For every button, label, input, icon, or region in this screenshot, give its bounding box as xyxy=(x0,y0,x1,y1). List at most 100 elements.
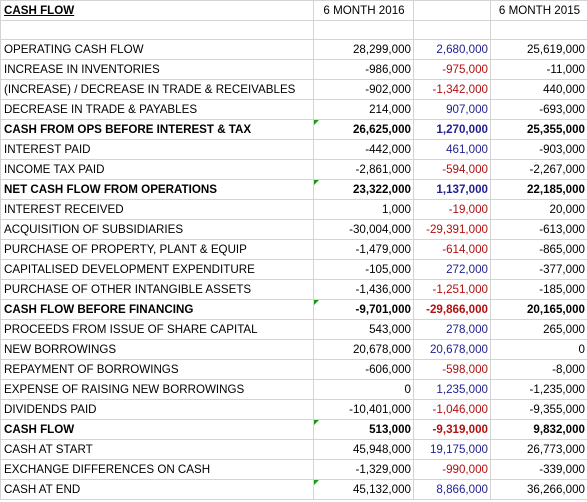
empty-cell[interactable] xyxy=(413,20,491,40)
difference-cell[interactable]: 19,175,000 xyxy=(413,439,491,460)
value-2016-cell[interactable]: -986,000 xyxy=(313,59,414,80)
value-2016-cell[interactable]: 0 xyxy=(313,379,414,400)
difference-cell[interactable]: -1,046,000 xyxy=(413,399,491,420)
row-label-cell[interactable]: REPAYMENT OF BORROWINGS xyxy=(0,359,314,380)
value-2015-cell[interactable]: -377,000 xyxy=(490,259,587,280)
empty-cell[interactable] xyxy=(490,20,587,40)
value-2015-cell[interactable]: 9,832,000 xyxy=(490,419,587,440)
difference-cell[interactable]: 20,678,000 xyxy=(413,339,491,360)
value-2015-cell[interactable]: 25,355,000 xyxy=(490,119,587,140)
value-2015-cell[interactable]: -339,000 xyxy=(490,459,587,480)
value-2015-cell[interactable]: 440,000 xyxy=(490,79,587,100)
value-2016-cell[interactable]: 45,132,000 xyxy=(313,479,414,500)
row-label-cell[interactable]: CASH AT END xyxy=(0,479,314,500)
value-2016-cell[interactable]: 214,000 xyxy=(313,99,414,120)
value-2015-cell[interactable]: 0 xyxy=(490,339,587,360)
difference-cell[interactable]: 461,000 xyxy=(413,139,491,160)
difference-cell[interactable]: 278,000 xyxy=(413,319,491,340)
difference-cell[interactable]: -1,342,000 xyxy=(413,79,491,100)
row-label-cell[interactable]: EXCHANGE DIFFERENCES ON CASH xyxy=(0,459,314,480)
value-2016-cell[interactable]: 23,322,000 xyxy=(313,179,414,200)
value-2015-cell[interactable]: 20,165,000 xyxy=(490,299,587,320)
difference-cell[interactable]: 8,866,000 xyxy=(413,479,491,500)
difference-cell[interactable]: -9,319,000 xyxy=(413,419,491,440)
row-label-cell[interactable]: DECREASE IN TRADE & PAYABLES xyxy=(0,99,314,120)
value-2015-cell[interactable]: -903,000 xyxy=(490,139,587,160)
row-label-cell[interactable]: PURCHASE OF PROPERTY, PLANT & EQUIP xyxy=(0,239,314,260)
value-2015-cell[interactable]: -865,000 xyxy=(490,239,587,260)
difference-cell[interactable]: -594,000 xyxy=(413,159,491,180)
value-2015-cell[interactable]: 25,619,000 xyxy=(490,39,587,60)
row-label-cell[interactable]: EXPENSE OF RAISING NEW BORROWINGS xyxy=(0,379,314,400)
value-2016-cell[interactable]: 26,625,000 xyxy=(313,119,414,140)
value-2015-cell[interactable]: -693,000 xyxy=(490,99,587,120)
value-2016-cell[interactable]: -105,000 xyxy=(313,259,414,280)
value-2015-cell[interactable]: -11,000 xyxy=(490,59,587,80)
row-label-cell[interactable]: CASH AT START xyxy=(0,439,314,460)
row-label-cell[interactable]: CASH FROM OPS BEFORE INTEREST & TAX xyxy=(0,119,314,140)
value-2015-cell[interactable]: -9,355,000 xyxy=(490,399,587,420)
value-2016-cell[interactable]: 543,000 xyxy=(313,319,414,340)
value-2015-cell[interactable]: 36,266,000 xyxy=(490,479,587,500)
difference-cell[interactable]: -990,000 xyxy=(413,459,491,480)
difference-cell[interactable]: 1,235,000 xyxy=(413,379,491,400)
column-header-2016[interactable]: 6 MONTH 2016 xyxy=(313,0,414,21)
value-2016-cell[interactable]: -9,701,000 xyxy=(313,299,414,320)
empty-cell[interactable] xyxy=(0,20,314,40)
row-label-cell[interactable]: INTEREST PAID xyxy=(0,139,314,160)
difference-cell[interactable]: 907,000 xyxy=(413,99,491,120)
row-label-cell[interactable]: NEW BORROWINGS xyxy=(0,339,314,360)
difference-cell[interactable]: -614,000 xyxy=(413,239,491,260)
value-2016-cell[interactable]: -1,436,000 xyxy=(313,279,414,300)
row-label-cell[interactable]: CAPITALISED DEVELOPMENT EXPENDITURE xyxy=(0,259,314,280)
row-label-cell[interactable]: NET CASH FLOW FROM OPERATIONS xyxy=(0,179,314,200)
sheet-title[interactable]: CASH FLOW xyxy=(0,0,314,21)
difference-cell[interactable]: 2,680,000 xyxy=(413,39,491,60)
column-header-2015[interactable]: 6 MONTH 2015 xyxy=(490,0,587,21)
difference-cell[interactable]: -975,000 xyxy=(413,59,491,80)
row-label-cell[interactable]: (INCREASE) / DECREASE IN TRADE & RECEIVA… xyxy=(0,79,314,100)
difference-cell[interactable]: -29,391,000 xyxy=(413,219,491,240)
value-2016-cell[interactable]: -902,000 xyxy=(313,79,414,100)
value-2015-cell[interactable]: -1,235,000 xyxy=(490,379,587,400)
value-2015-cell[interactable]: 22,185,000 xyxy=(490,179,587,200)
row-label-cell[interactable]: ACQUISITION OF SUBSIDIARIES xyxy=(0,219,314,240)
value-2015-cell[interactable]: -613,000 xyxy=(490,219,587,240)
row-label-cell[interactable]: INTEREST RECEIVED xyxy=(0,199,314,220)
value-2016-cell[interactable]: 513,000 xyxy=(313,419,414,440)
value-2016-cell[interactable]: -1,479,000 xyxy=(313,239,414,260)
value-2016-cell[interactable]: -1,329,000 xyxy=(313,459,414,480)
value-2016-cell[interactable]: 45,948,000 xyxy=(313,439,414,460)
value-2016-cell[interactable]: -10,401,000 xyxy=(313,399,414,420)
row-label-cell[interactable]: INCREASE IN INVENTORIES xyxy=(0,59,314,80)
value-2015-cell[interactable]: -2,267,000 xyxy=(490,159,587,180)
empty-cell[interactable] xyxy=(313,20,414,40)
row-label-cell[interactable]: PURCHASE OF OTHER INTANGIBLE ASSETS xyxy=(0,279,314,300)
value-2015-cell[interactable]: 265,000 xyxy=(490,319,587,340)
value-2015-cell[interactable]: -185,000 xyxy=(490,279,587,300)
difference-cell[interactable]: -19,000 xyxy=(413,199,491,220)
row-label-cell[interactable]: OPERATING CASH FLOW xyxy=(0,39,314,60)
value-2016-cell[interactable]: 1,000 xyxy=(313,199,414,220)
value-2016-cell[interactable]: 28,299,000 xyxy=(313,39,414,60)
row-label-cell[interactable]: INCOME TAX PAID xyxy=(0,159,314,180)
row-label-cell[interactable]: CASH FLOW BEFORE FINANCING xyxy=(0,299,314,320)
row-label-cell[interactable]: PROCEEDS FROM ISSUE OF SHARE CAPITAL xyxy=(0,319,314,340)
value-2015-cell[interactable]: -8,000 xyxy=(490,359,587,380)
value-2016-cell[interactable]: -606,000 xyxy=(313,359,414,380)
difference-cell[interactable]: -598,000 xyxy=(413,359,491,380)
difference-cell[interactable]: 1,270,000 xyxy=(413,119,491,140)
difference-cell[interactable]: -29,866,000 xyxy=(413,299,491,320)
difference-cell[interactable]: 272,000 xyxy=(413,259,491,280)
value-2016-cell[interactable]: -2,861,000 xyxy=(313,159,414,180)
difference-cell[interactable]: 1,137,000 xyxy=(413,179,491,200)
value-2016-cell[interactable]: -442,000 xyxy=(313,139,414,160)
value-2016-cell[interactable]: -30,004,000 xyxy=(313,219,414,240)
value-2016-cell[interactable]: 20,678,000 xyxy=(313,339,414,360)
value-2015-cell[interactable]: 26,773,000 xyxy=(490,439,587,460)
difference-cell[interactable]: -1,251,000 xyxy=(413,279,491,300)
value-2015-cell[interactable]: 20,000 xyxy=(490,199,587,220)
row-label-cell[interactable]: CASH FLOW xyxy=(0,419,314,440)
row-label-cell[interactable]: DIVIDENDS PAID xyxy=(0,399,314,420)
column-header-difference[interactable] xyxy=(413,0,491,21)
